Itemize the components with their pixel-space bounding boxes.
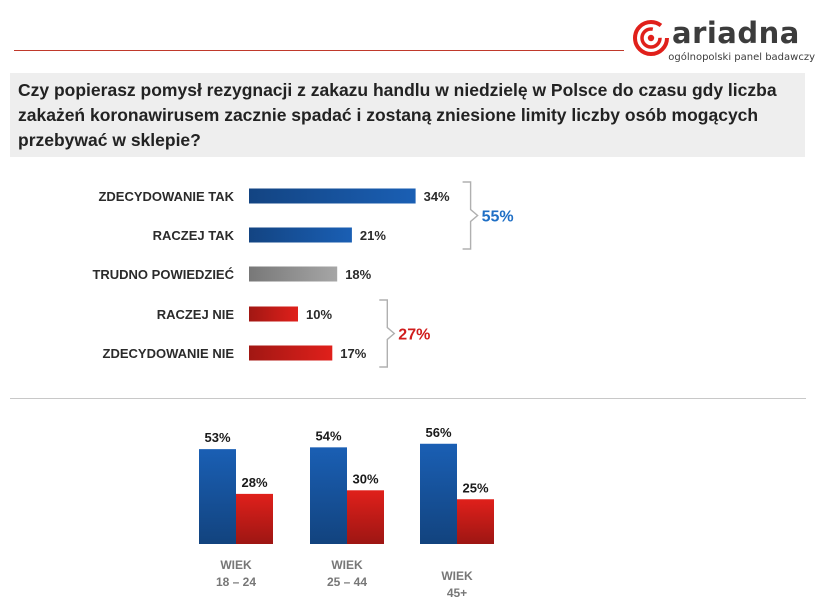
response-bar-chart: ZDECYDOWANIE TAK 34% RACZEJ TAK 21% TRUDNO P…: [92, 181, 514, 368]
bar: [249, 345, 333, 361]
bar: [420, 443, 457, 544]
value-label: 28%: [241, 475, 267, 490]
value-label: 10%: [306, 307, 332, 322]
bar: [347, 490, 384, 544]
category-label: RACZEJ NIE: [157, 307, 235, 322]
logo-swirl-icon: [633, 20, 669, 56]
bar: [249, 188, 416, 204]
group-bracket: [379, 299, 396, 368]
category-label-line2: 25 – 44: [327, 575, 367, 589]
brand-tagline: ogólnopolski panel badawczy: [668, 52, 815, 63]
bar: [457, 499, 494, 544]
value-label: 18%: [345, 267, 371, 282]
value-label: 34%: [424, 189, 450, 204]
category-label-line1: WIEK: [331, 558, 363, 572]
bar: [249, 227, 352, 243]
value-label: 17%: [340, 346, 366, 361]
category-label: RACZEJ TAK: [153, 228, 235, 243]
value-label: 56%: [425, 425, 451, 440]
brand-name: ariadna: [672, 16, 800, 50]
category-label-line1: WIEK: [441, 569, 473, 583]
question-text: Czy popierasz pomysł rezygnacji z zakazu…: [10, 73, 805, 157]
bar: [310, 447, 347, 544]
category-label-line1: WIEK: [220, 558, 252, 572]
category-label: TRUDNO POWIEDZIEĆ: [92, 267, 234, 282]
value-label: 30%: [352, 471, 378, 486]
bar: [249, 266, 338, 282]
value-label: 21%: [360, 228, 386, 243]
bar: [249, 306, 298, 322]
group-total-label: 27%: [398, 327, 430, 344]
group-bracket: [462, 181, 479, 250]
header-rule: [14, 50, 624, 51]
category-label-line2: 45+: [447, 586, 467, 600]
ariadna-logo: ariadna ogólnopolski panel badawczy: [632, 16, 817, 68]
value-label: 54%: [315, 428, 341, 443]
bar: [236, 493, 273, 544]
group-total-label: 55%: [482, 209, 514, 226]
section-divider: [10, 398, 806, 399]
value-label: 53%: [204, 430, 230, 445]
category-label-line2: 18 – 24: [216, 575, 256, 589]
bar: [199, 449, 236, 544]
category-label: ZDECYDOWANIE NIE: [103, 346, 235, 361]
value-label: 25%: [462, 480, 488, 495]
category-label: ZDECYDOWANIE TAK: [98, 189, 234, 204]
